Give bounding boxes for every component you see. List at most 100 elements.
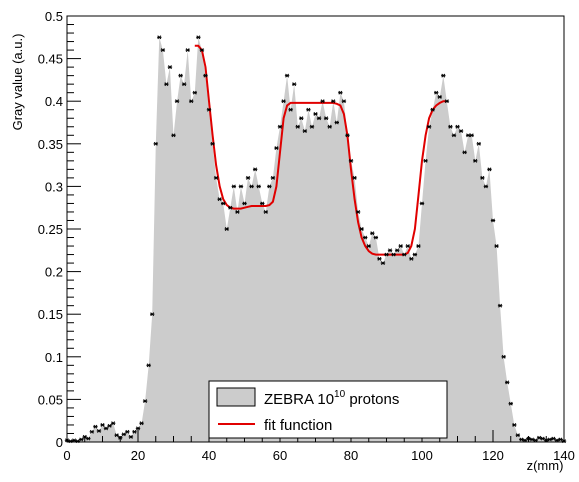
legend-label-histogram-main: ZEBRA 10 [264, 391, 334, 408]
data-point [363, 235, 368, 240]
data-point [288, 107, 293, 112]
data-point [252, 167, 258, 172]
data-point [267, 184, 272, 189]
data-point [181, 82, 187, 87]
data-point [299, 116, 304, 121]
data-point [423, 158, 428, 163]
y-tick-label: 0.5 [45, 9, 63, 24]
data-point [260, 201, 265, 206]
data-point [370, 231, 375, 236]
data-point [139, 421, 144, 426]
data-point [128, 434, 134, 439]
data-point [221, 201, 226, 206]
data-point [441, 73, 446, 78]
data-point [455, 124, 460, 129]
data-point [196, 35, 201, 40]
data-point [327, 124, 332, 129]
data-point [228, 205, 233, 210]
data-point [355, 210, 361, 214]
legend-label-histogram-sup: 10 [334, 389, 346, 400]
x-tick-label: 140 [553, 448, 575, 463]
data-point [394, 248, 400, 253]
y-tick-label: 0.3 [45, 179, 63, 194]
x-tick-label: 40 [202, 448, 216, 463]
data-point [295, 124, 300, 129]
data-point [490, 218, 496, 223]
data-point [505, 380, 510, 385]
data-point [384, 252, 389, 257]
data-point [203, 73, 208, 78]
data-point [547, 437, 552, 442]
data-point [263, 210, 268, 214]
x-tick-label: 20 [131, 448, 145, 463]
legend-entry-fit: fit function [264, 417, 332, 434]
data-point [217, 197, 222, 202]
data-point [419, 201, 425, 206]
data-point [242, 201, 247, 206]
data-point [86, 436, 91, 441]
data-point [497, 303, 503, 308]
data-point [359, 227, 364, 231]
data-point [71, 438, 77, 443]
data-point [132, 429, 137, 434]
y-axis-label: Gray value (a.u.) [10, 34, 25, 131]
data-point [320, 99, 325, 104]
legend: ZEBRA 1010 protons fit function [208, 380, 448, 439]
data-point [341, 99, 347, 104]
data-point [142, 399, 148, 404]
data-point [402, 252, 407, 257]
data-point [107, 423, 112, 428]
y-tick-label: 0.35 [38, 137, 63, 152]
data-point [313, 112, 318, 116]
data-point [323, 116, 329, 121]
y-tick-label: 0.2 [45, 265, 63, 280]
x-tick-label: 0 [63, 448, 70, 463]
data-point [412, 252, 418, 257]
data-point [469, 133, 474, 138]
data-point [100, 423, 105, 427]
data-point [302, 129, 308, 133]
data-point [462, 150, 467, 155]
data-point [316, 116, 322, 121]
legend-swatch-histogram [216, 387, 256, 407]
data-point [309, 124, 315, 129]
data-point [249, 184, 254, 189]
data-point [331, 99, 336, 104]
x-tick-label: 80 [344, 448, 358, 463]
data-point [529, 437, 535, 442]
data-point [519, 437, 524, 442]
data-point [380, 261, 386, 266]
data-point [164, 82, 169, 87]
data-point [306, 107, 311, 112]
y-tick-label: 0.05 [38, 392, 63, 407]
y-tick-label: 0.4 [45, 94, 63, 109]
data-point [434, 90, 439, 95]
data-point [554, 438, 560, 443]
x-tick-label: 120 [482, 448, 504, 463]
data-point [536, 435, 542, 440]
data-point [277, 124, 283, 129]
data-point [444, 99, 450, 104]
data-point [157, 35, 162, 40]
data-point [473, 158, 478, 163]
data-point [405, 244, 410, 248]
data-point [458, 129, 464, 133]
data-point [206, 107, 212, 112]
data-point [192, 90, 197, 95]
axis-layer: 0 20 40 60 80 100 120 140 0 0.05 0.1 0.15 0.2 0.25 0.3… [38, 9, 575, 463]
legend-label-histogram-tail: protons [345, 391, 399, 408]
data-point [274, 146, 279, 151]
data-point [178, 73, 183, 78]
data-point [501, 354, 506, 359]
data-point [281, 99, 286, 104]
data-point [185, 48, 190, 53]
data-point [352, 175, 357, 180]
histogram-area-layer [67, 37, 564, 443]
data-point [167, 65, 173, 70]
data-point [437, 94, 442, 99]
data-point [210, 141, 215, 146]
data-point [79, 437, 84, 442]
data-point [348, 158, 354, 163]
data-point [110, 421, 116, 426]
